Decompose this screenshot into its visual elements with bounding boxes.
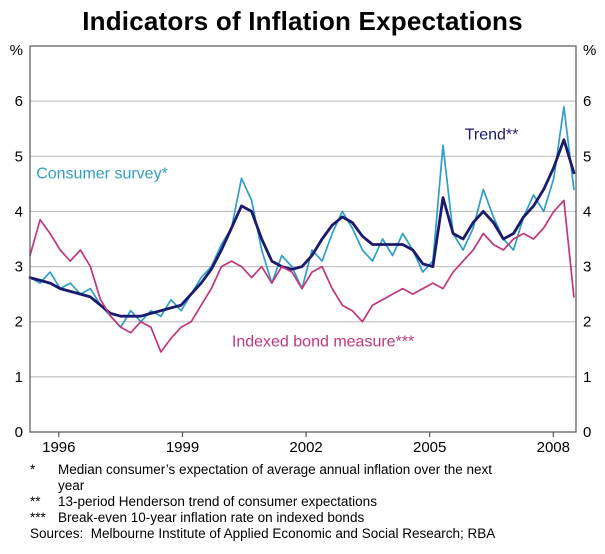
x-axis-tick-label: 2002 (289, 439, 322, 456)
x-axis-tick-label: 1996 (42, 439, 75, 456)
y-axis-tick-label-right: 4 (583, 203, 591, 220)
y-axis-tick-label-left: 0 (15, 424, 23, 441)
footnote-text: Median consumer’s expectation of average… (58, 462, 493, 493)
y-axis-tick-label-right: 1 (583, 369, 591, 386)
y-axis-unit-right: % (583, 42, 596, 59)
chart-title: Indicators of Inflation Expectations (82, 6, 523, 36)
footnote-text: 13-period Henderson trend of consumer ex… (58, 494, 377, 509)
footnote-row: *** Break-even 10-year inflation rate on… (30, 510, 591, 526)
y-axis-tick-label-left: 5 (15, 148, 23, 165)
x-axis-tick-label: 1999 (166, 439, 199, 456)
series-label-indexed-bond-measure: Indexed bond measure*** (232, 334, 414, 351)
y-axis-tick-label-left: 2 (15, 314, 23, 331)
y-axis-unit-left: % (10, 42, 23, 59)
y-axis-tick-label-right: 3 (583, 259, 591, 276)
series-label-consumer-survey: Consumer survey* (36, 165, 168, 182)
footnote-row: ** 13-period Henderson trend of consumer… (30, 494, 591, 510)
y-axis-tick-label-left: 1 (15, 369, 23, 386)
y-axis-tick-label-left: 6 (15, 93, 23, 110)
x-axis-tick-label: 2005 (413, 439, 446, 456)
inflation-expectations-chart: Consumer survey* Trend** Indexed bond meas… (10, 42, 597, 456)
sources-line: Sources: Melbourne Institute of Applied … (30, 526, 496, 541)
footnote-text: Break-even 10-year inflation rate on ind… (58, 510, 365, 525)
y-axis-tick-label-left: 3 (15, 259, 23, 276)
footnotes: * Median consumer’s expectation of avera… (0, 458, 605, 542)
footnote-marker: ** (30, 494, 41, 509)
y-axis-tick-label-left: 4 (15, 203, 23, 220)
series-line-trend (28, 138, 576, 318)
footnote-row: * Median consumer’s expectation of avera… (30, 462, 591, 494)
y-axis-tick-label-right: 6 (583, 93, 591, 110)
y-axis-tick-label-right: 0 (583, 424, 591, 441)
series-line-indexed-bond-measure (29, 199, 575, 353)
series-label-trend: Trend** (465, 127, 519, 144)
x-axis-tick-label: 2008 (537, 439, 570, 456)
y-axis-tick-label-right: 5 (583, 148, 591, 165)
footnote-marker: *** (30, 510, 46, 525)
y-axis-tick-label-right: 2 (583, 314, 591, 331)
plot-border (29, 45, 577, 433)
footnote-marker: * (30, 462, 36, 477)
